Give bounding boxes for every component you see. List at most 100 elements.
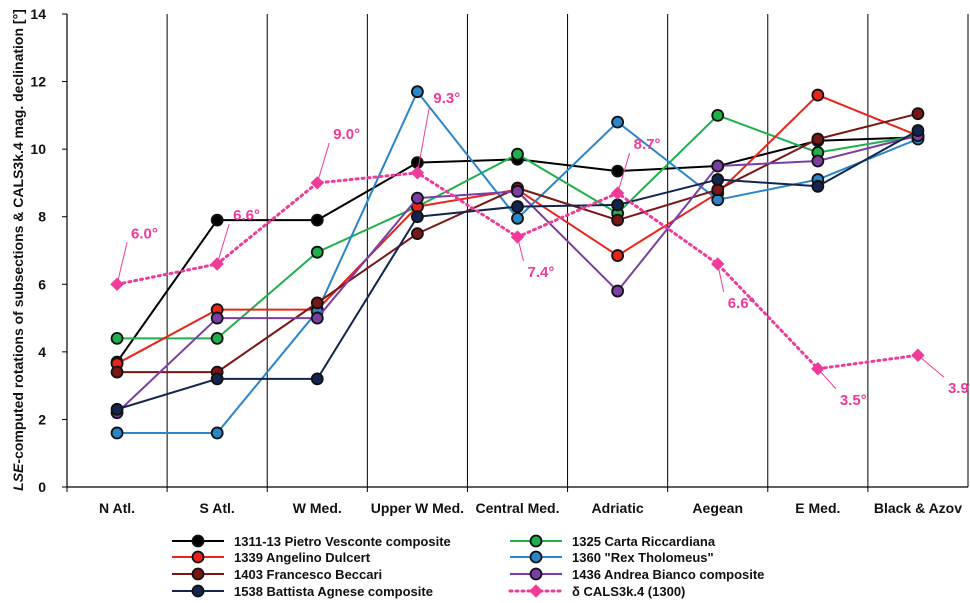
data-point — [210, 213, 224, 227]
y-tick-label: 0 — [38, 479, 46, 495]
legend-item: 1311-13 Pietro Vesconte composite — [172, 534, 451, 549]
data-point — [511, 200, 524, 213]
data-point — [611, 115, 625, 129]
x-tick-label: E Med. — [795, 500, 840, 516]
annotation-label: 6.6° — [233, 207, 260, 224]
data-point — [711, 159, 725, 173]
y-tick-label: 10 — [30, 141, 46, 157]
annotation-leader — [316, 142, 330, 184]
x-tick-label: N Atl. — [99, 500, 135, 516]
data-point — [711, 108, 725, 122]
data-point — [210, 372, 224, 386]
annotation-label: 6.0° — [131, 225, 158, 242]
legend-item: 1339 Angelino Dulcert — [172, 550, 371, 565]
series-line — [116, 134, 919, 414]
data-point — [911, 107, 925, 121]
annotation-leader — [517, 236, 524, 262]
chart-series — [110, 85, 925, 440]
legend-label: 1311-13 Pietro Vesconte composite — [234, 534, 451, 549]
x-tick-label: Central Med. — [475, 500, 559, 516]
legend-item: 1325 Carta Riccardiana — [510, 534, 716, 549]
data-point — [210, 426, 224, 440]
legend-label: 1360 "Rex Tholomeus" — [572, 550, 714, 565]
legend-label: 1403 Francesco Beccari — [234, 567, 382, 582]
data-point — [110, 426, 124, 440]
data-point — [811, 88, 825, 102]
y-tick-label: 4 — [38, 344, 46, 360]
data-point — [410, 227, 424, 241]
annotation-label: 8.7° — [634, 136, 661, 153]
data-point — [210, 311, 224, 325]
series-5 — [110, 129, 925, 420]
legend-swatch-marker — [191, 550, 205, 564]
chart-axes: 0 2 4 6 8 10 12 14 N Atl. S Atl. W Med. Upper W Med… — [30, 6, 969, 516]
x-tick-label: Upper W Med. — [371, 500, 464, 516]
data-point — [511, 184, 524, 198]
y-tick-label: 12 — [30, 74, 46, 90]
legend-swatch-marker — [529, 550, 543, 564]
y-tick-label: 6 — [38, 276, 46, 292]
annotation-label: 3.9° — [948, 380, 970, 397]
data-point — [110, 365, 124, 379]
legend: 1311-13 Pietro Vesconte composite 1325 Ca… — [172, 534, 764, 599]
y-tick-label: 2 — [38, 411, 46, 427]
data-point — [911, 124, 925, 137]
annotation-leader — [817, 368, 837, 390]
y-tick-label: 14 — [30, 6, 46, 22]
data-point — [611, 284, 625, 298]
y-axis-label-italic: LSE — [10, 463, 26, 491]
data-point — [410, 191, 424, 205]
x-tick-label: Black & Azov — [874, 500, 962, 516]
data-point — [410, 85, 424, 99]
data-point — [811, 132, 825, 146]
annotation-leader — [917, 354, 945, 378]
legend-swatch-marker — [529, 567, 543, 581]
legend-label: 1538 Battista Agnese composite — [234, 584, 433, 599]
legend-label: 1325 Carta Riccardiana — [572, 534, 716, 549]
series-6 — [110, 124, 925, 416]
y-axis-label-text: -computed rotations of subsections & CAL… — [10, 9, 26, 463]
series-7 — [110, 166, 925, 376]
chart-annotations: 6.0° 6.6° 9.0° 9.3° 7.4° 8.7° 6.6° 3.5° 3.9° — [116, 90, 970, 409]
data-point — [511, 147, 524, 161]
legend-item: δ CALS3k.4 (1300) — [508, 584, 685, 599]
x-tick-label: Adriatic — [592, 500, 644, 516]
annotation-label: 7.4° — [528, 264, 555, 281]
data-point — [310, 245, 324, 259]
data-point — [410, 210, 424, 224]
series-0 — [110, 130, 925, 369]
annotation-leader — [617, 152, 631, 194]
data-point — [811, 179, 825, 193]
annotation-leader — [116, 242, 128, 285]
y-tick-label: 8 — [38, 209, 46, 225]
annotation-label: 3.5° — [840, 392, 867, 409]
x-tick-label: Aegean — [692, 500, 743, 516]
data-point — [611, 249, 625, 262]
annotation-label: 9.0° — [333, 126, 360, 143]
data-point — [110, 402, 124, 416]
data-point — [811, 154, 825, 168]
legend-swatch-marker — [191, 584, 205, 598]
data-point — [611, 198, 625, 212]
annotation-leader — [216, 223, 230, 265]
series-line — [116, 94, 919, 365]
annotation-leader — [416, 106, 430, 173]
legend-swatch-marker — [529, 534, 543, 548]
data-point — [611, 164, 625, 178]
legend-swatch-marker — [191, 567, 205, 581]
x-tick-label: S Atl. — [200, 500, 235, 516]
series-line — [117, 90, 919, 434]
series-2 — [110, 88, 925, 371]
legend-label: 1436 Andrea Bianco composite — [572, 567, 764, 582]
data-point — [310, 213, 324, 227]
legend-swatch-marker — [529, 584, 543, 598]
annotation-label: 6.6° — [728, 295, 755, 312]
data-point — [210, 331, 224, 345]
data-point — [310, 311, 324, 325]
annotation-leader — [717, 263, 725, 293]
series-line — [116, 129, 919, 411]
data-point — [511, 212, 524, 225]
data-point — [110, 331, 124, 345]
data-point — [310, 372, 324, 386]
